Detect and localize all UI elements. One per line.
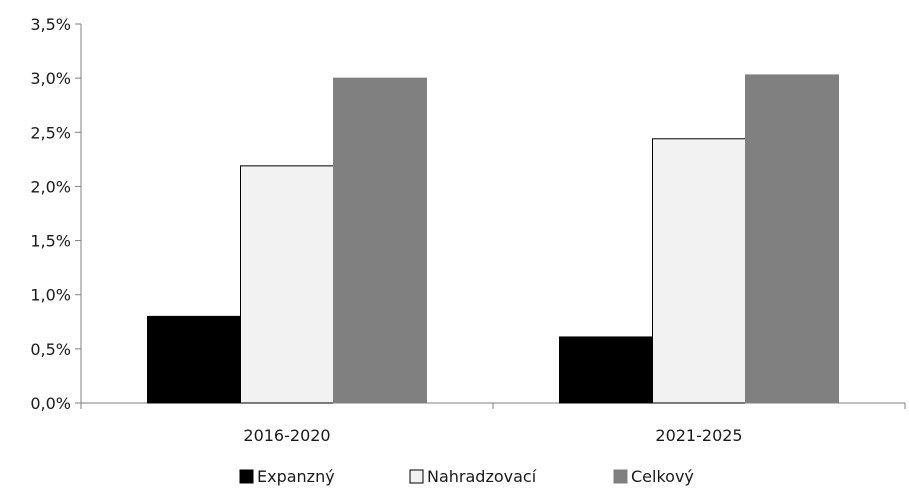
legend: Expanzný Nahradzovací Celkový — [239, 467, 694, 486]
x-category-label: 2016-2020 — [243, 426, 330, 445]
y-tick-label: 1,5% — [30, 232, 71, 251]
y-tick-label: 2,0% — [30, 177, 71, 196]
bar — [745, 74, 839, 404]
bar — [147, 315, 241, 404]
bar — [559, 336, 653, 404]
y-tick-label: 1,0% — [30, 286, 71, 305]
legend-label: Nahradzovací — [427, 467, 537, 486]
bar — [333, 77, 427, 404]
bar — [652, 138, 746, 404]
bars — [147, 74, 839, 404]
y-tick-label: 0,0% — [30, 394, 71, 413]
y-tick-label: 2,5% — [30, 123, 71, 142]
legend-swatch — [409, 469, 424, 484]
legend-label: Expanzný — [257, 467, 335, 486]
legend-label: Celkový — [631, 467, 694, 486]
x-category-label: 2021-2025 — [655, 426, 742, 445]
y-tick-label: 3,0% — [30, 69, 71, 88]
legend-swatch — [613, 469, 628, 484]
legend-swatch — [239, 469, 254, 484]
y-tick-label: 0,5% — [30, 340, 71, 359]
y-tick-label: 3,5% — [30, 15, 71, 34]
tick-labels: 0,0% 0,5% 1,0% 1,5% 2,0% 2,5% 3,0% 3,5% 2016-202… — [30, 15, 742, 445]
bar — [240, 165, 334, 404]
